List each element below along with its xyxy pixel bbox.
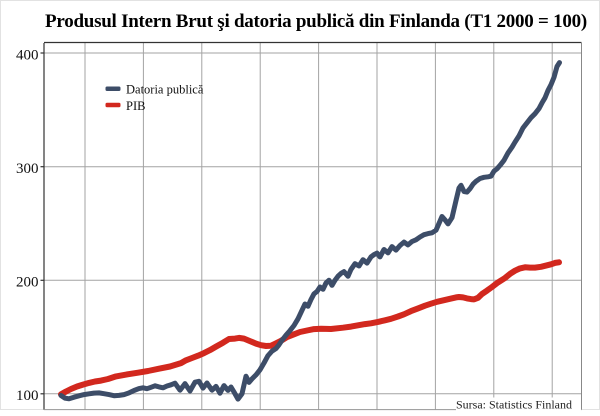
svg-text:200: 200 [16, 275, 39, 291]
svg-text:300: 300 [16, 161, 39, 177]
svg-text:Sursa: Statistics Finland: Sursa: Statistics Finland [456, 398, 572, 412]
svg-text:PIB: PIB [126, 99, 145, 113]
svg-text:100: 100 [16, 388, 39, 404]
svg-text:400: 400 [16, 47, 39, 63]
svg-text:Datoria publică: Datoria publică [126, 83, 204, 97]
